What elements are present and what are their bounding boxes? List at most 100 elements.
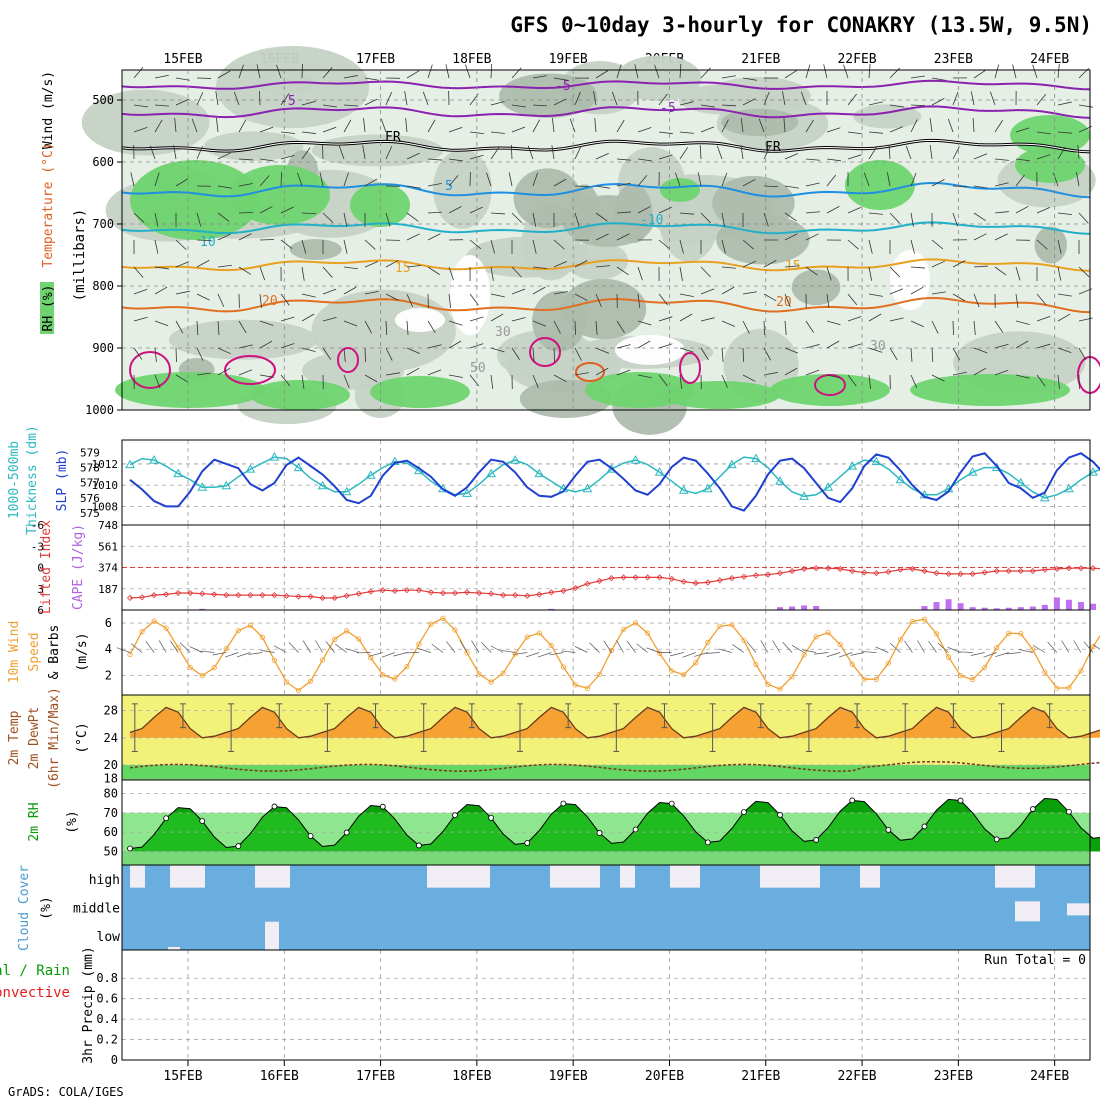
- wind-barb: [553, 347, 556, 363]
- wind-barb: [826, 174, 837, 187]
- wind-barb: [133, 212, 145, 223]
- wind-barb: [259, 175, 270, 187]
- wind-barb: [319, 172, 324, 187]
- rh2m-tick-label: 70: [104, 806, 118, 820]
- temp-contour-5: [121, 181, 1091, 199]
- lifted-index-marker: [331, 594, 338, 602]
- lifted-index-marker: [945, 570, 952, 577]
- wind-barb: [149, 145, 156, 160]
- cape-bar: [548, 608, 555, 610]
- wind-barb: [637, 266, 643, 281]
- thickness-tick-label: 578: [80, 462, 100, 475]
- lifted-index-marker: [138, 594, 146, 601]
- cloud-level-label: high: [89, 873, 120, 888]
- wind-barb: [490, 101, 505, 106]
- wind-barb: [931, 98, 945, 106]
- wind-speed-marker: [669, 668, 675, 674]
- wind10m-axis-label: 10m Wind: [7, 621, 22, 684]
- wind-barb: [343, 212, 348, 227]
- wind-barb: [238, 369, 253, 376]
- wind-barb: [889, 212, 900, 224]
- rh-region-dark: [712, 175, 795, 231]
- wind-barb: [301, 147, 311, 160]
- wind-barb: [994, 182, 1009, 187]
- wind-barb: [490, 131, 505, 134]
- wind-barb: [363, 118, 366, 133]
- contour-label: -5: [660, 101, 676, 116]
- wind-barb: [297, 172, 303, 187]
- date-label-top: 18FEB: [452, 52, 491, 67]
- wind-barb: [847, 93, 857, 106]
- wind-barb: [238, 119, 247, 133]
- wind-tick-label: 4: [105, 642, 112, 656]
- wind-barb: [130, 172, 135, 187]
- wind-barb: [553, 77, 568, 81]
- wind-barb: [952, 293, 966, 302]
- wind-speed-marker: [957, 673, 964, 679]
- pressure-tick-label: 500: [92, 93, 114, 107]
- wind-speed-marker: [584, 685, 591, 691]
- wind-barb: [1057, 64, 1060, 79]
- wind-barb: [805, 119, 814, 133]
- wind-barb: [616, 233, 630, 241]
- wind-barb: [427, 233, 441, 241]
- wind-barb: [868, 101, 883, 106]
- wind-barb: [133, 104, 148, 108]
- wind-barb: [527, 145, 534, 160]
- thickness-marker: [486, 468, 496, 478]
- wind-barb: [910, 104, 926, 107]
- wind-barb: [763, 146, 771, 160]
- cape-bar: [993, 608, 1000, 610]
- wind-barb: [574, 212, 580, 227]
- wind-barb: [175, 178, 189, 187]
- wind-barb: [301, 239, 307, 254]
- wind-barb: [931, 77, 946, 81]
- cape-bar: [1005, 607, 1012, 610]
- wind-barb: [616, 119, 625, 133]
- wind-barb-10m: [826, 652, 841, 658]
- lifted-index-marker: [861, 569, 868, 576]
- wind-barb: [889, 266, 901, 278]
- cape-bar: [1077, 602, 1084, 610]
- wind-barb: [742, 98, 756, 106]
- wind-barb: [574, 146, 582, 160]
- wind-barb: [196, 212, 202, 227]
- wind-barb: [1057, 293, 1072, 297]
- wind-barb: [616, 64, 622, 79]
- wind-barb-10m: [417, 647, 432, 653]
- wind-barb: [721, 75, 736, 79]
- wind-barb: [259, 320, 274, 326]
- wind-barb-10m: [1032, 644, 1046, 653]
- slp-axis-label: SLP (mb): [55, 449, 70, 512]
- contour-label: 20: [262, 294, 278, 309]
- wind-barb: [905, 145, 912, 160]
- wind-barb: [1078, 347, 1087, 361]
- wind-speed-marker: [813, 634, 819, 640]
- wind-barb: [174, 118, 177, 133]
- run-total: Run Total = 0: [984, 953, 1086, 968]
- rh-region-dark: [791, 269, 841, 306]
- wind-tick-label: 6: [105, 616, 112, 630]
- wind-barb: [868, 266, 873, 281]
- rh2m-marker: [596, 830, 603, 836]
- wind-barb: [1036, 374, 1046, 387]
- wind-barb-10m: [616, 640, 624, 653]
- pressure-tick-label: 800: [92, 279, 114, 293]
- wind-barb: [532, 104, 547, 107]
- wind-speed-marker: [548, 642, 554, 649]
- rh2m-marker: [849, 797, 856, 804]
- rh2m-marker: [343, 829, 350, 836]
- contour-label: 30: [495, 325, 511, 340]
- wind-barb: [847, 154, 862, 160]
- wind-barb: [1015, 158, 1030, 162]
- wind-barb: [511, 67, 522, 79]
- contour-label: FR: [765, 140, 781, 155]
- cloud-high-clear: [995, 865, 1035, 888]
- lifted-index-marker: [909, 565, 916, 572]
- lifted-index-marker: [885, 568, 892, 575]
- wind-barb: [490, 347, 505, 353]
- wind-speed-marker: [223, 645, 229, 652]
- cape-bar: [1090, 603, 1096, 610]
- rh2m-marker: [163, 815, 170, 822]
- wind-barb: [364, 178, 378, 187]
